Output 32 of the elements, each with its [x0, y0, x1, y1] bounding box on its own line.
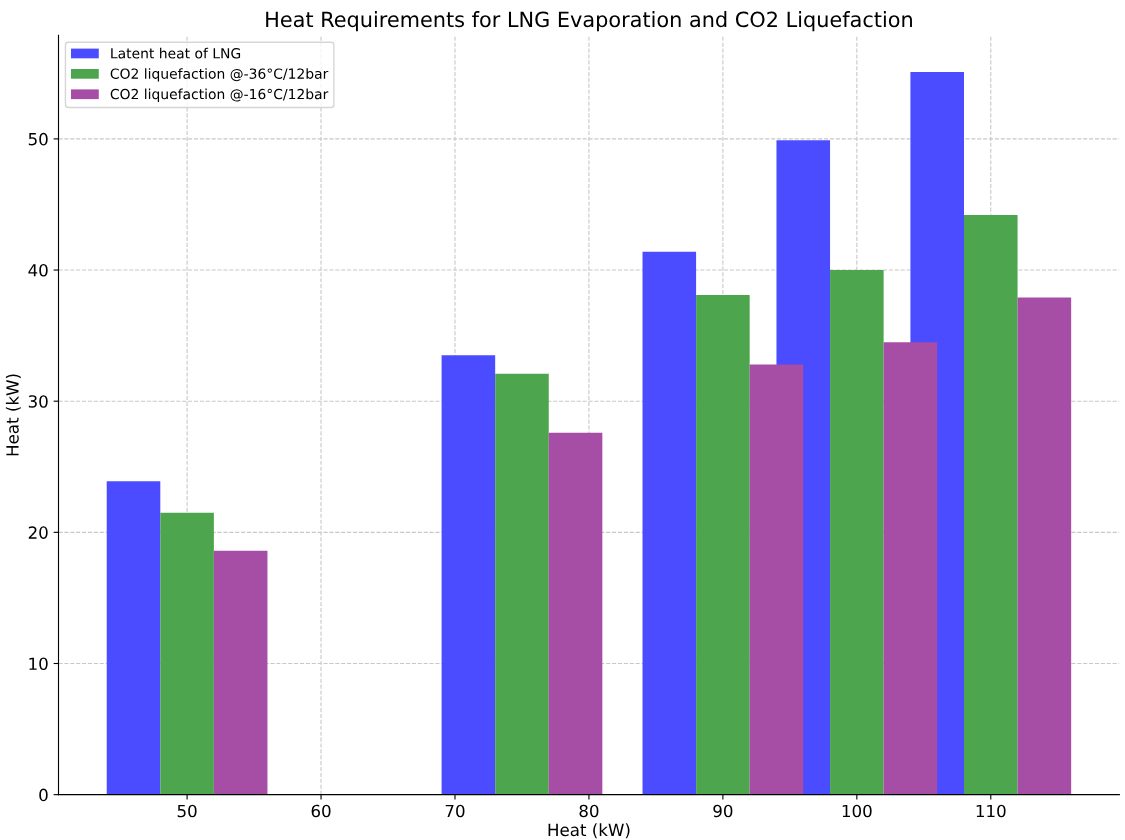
y-tick-label: 20 — [28, 526, 48, 539]
x-tick-label: 80 — [579, 804, 599, 818]
bar — [642, 251, 697, 795]
bar — [106, 481, 161, 795]
bar — [830, 270, 884, 795]
bar — [963, 214, 1018, 795]
x-tick-label: 100 — [842, 804, 872, 818]
x-tick-label: 90 — [713, 804, 733, 818]
y-tick-label: 50 — [28, 132, 48, 146]
bar — [160, 512, 214, 795]
bar — [883, 342, 938, 795]
x-tick-label: 50 — [177, 804, 197, 818]
bar — [213, 550, 268, 795]
legend-label: CO2 liquefaction @-36°C/12bar — [110, 68, 329, 82]
bar — [548, 432, 603, 795]
y-tick-label: 10 — [29, 657, 48, 671]
bar — [749, 364, 804, 795]
x-tick-label: 110 — [976, 804, 1006, 818]
chart-title: Heat Requirements for LNG Evaporation and CO2 Liquefaction — [266, 11, 912, 32]
bar — [696, 294, 750, 795]
y-tick-label: 30 — [28, 395, 48, 408]
bar — [1017, 297, 1072, 795]
y-tick-label: 0 — [39, 788, 48, 802]
legend-label: Latent heat of LNG — [111, 47, 241, 59]
bar — [441, 355, 496, 795]
y-tick-label: 40 — [28, 264, 48, 277]
bar — [495, 373, 549, 795]
x-tick-label: 60 — [311, 804, 331, 818]
y-axis-title: Heat (kW) — [5, 374, 21, 456]
x-tick-label: 70 — [445, 804, 465, 818]
legend-label: CO2 liquefaction @-16°C/12bar — [110, 88, 329, 102]
x-axis-title: Heat (kW) — [548, 823, 630, 839]
